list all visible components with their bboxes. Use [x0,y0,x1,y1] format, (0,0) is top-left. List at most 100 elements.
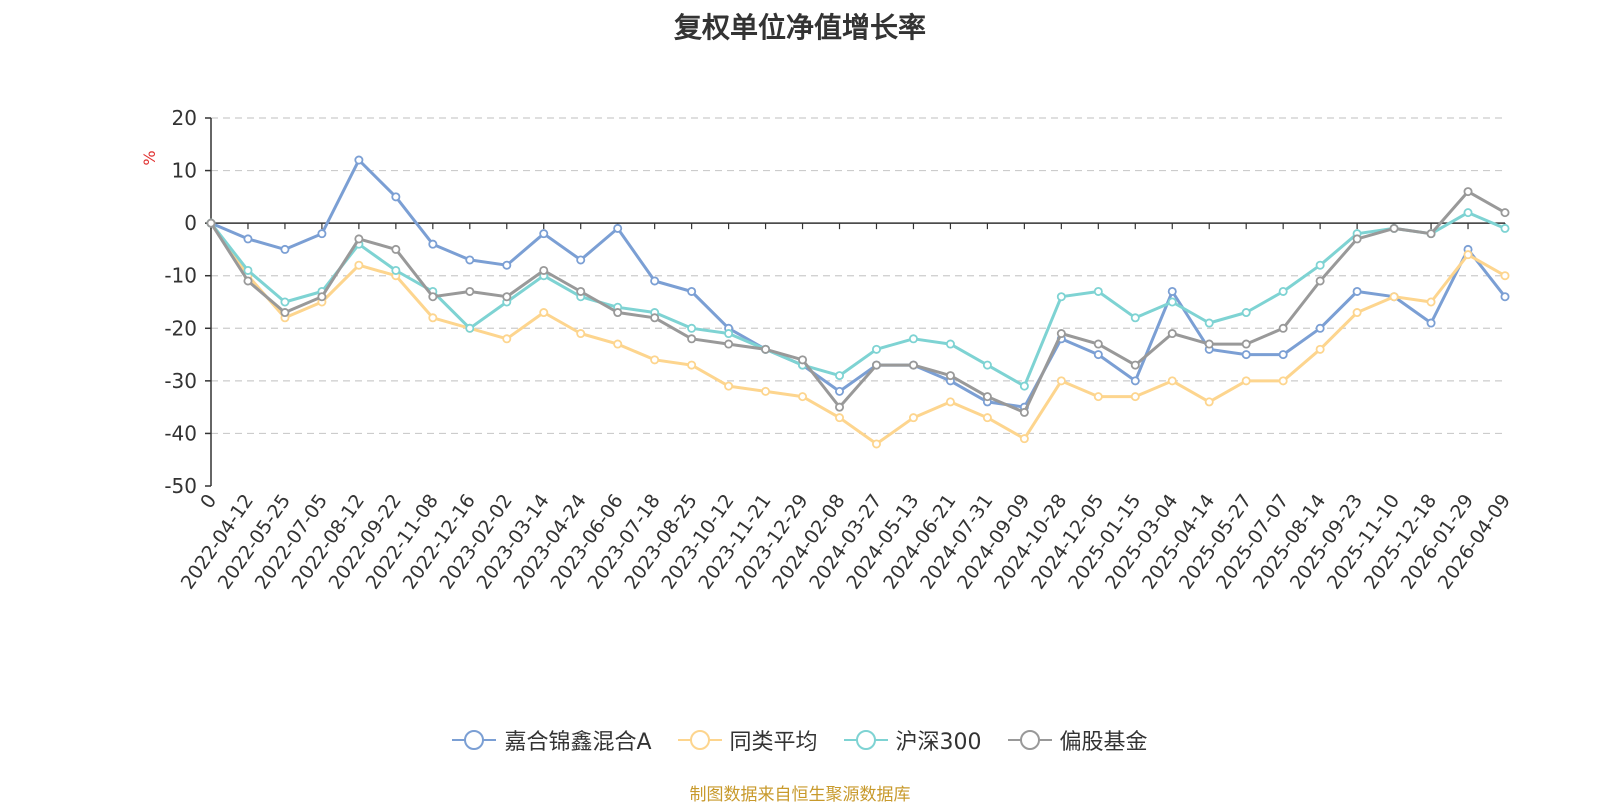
legend-item-fund[interactable]: 嘉合锦鑫混合A [452,724,652,756]
data-point [613,339,623,349]
y-tick-label: -20 [164,316,197,340]
data-point [1241,339,1251,349]
data-point [317,229,327,239]
data-point [724,329,734,339]
data-point [1278,376,1288,386]
data-point [1463,187,1473,197]
data-point [1315,323,1325,333]
data-point [982,413,992,423]
data-point [908,334,918,344]
legend-marker-icon [452,727,497,753]
data-point [835,371,845,381]
legend: 嘉合锦鑫混合A 同类平均 沪深300 偏股基金 [0,724,1600,756]
data-point [798,392,808,402]
data-point [354,234,364,244]
data-point [1500,223,1510,233]
data-point [1315,344,1325,354]
x-tick-label: 0 [196,490,221,513]
data-point [871,344,881,354]
data-point [280,308,290,318]
data-point [650,276,660,286]
data-point [613,223,623,233]
data-point [1463,208,1473,218]
data-point [982,360,992,370]
data-point [539,308,549,318]
data-point [761,386,771,396]
data-point [835,402,845,412]
data-point [1167,329,1177,339]
data-point [428,239,438,249]
data-point [576,286,586,296]
data-point [1500,292,1510,302]
data-point [871,360,881,370]
data-point [835,386,845,396]
data-point [502,292,512,302]
data-point [1167,297,1177,307]
y-unit-label: % [140,150,159,165]
data-point [502,334,512,344]
data-point [613,308,623,318]
data-point [1352,308,1362,318]
data-point [1278,323,1288,333]
data-point [908,360,918,370]
data-point [576,255,586,265]
data-point [1019,407,1029,417]
data-point [1426,297,1436,307]
series-line-0 [209,158,1507,409]
data-point [1278,350,1288,360]
series-line-2 [209,211,1507,388]
data-point [391,192,401,202]
legend-item-csi300[interactable]: 沪深300 [843,724,982,756]
legend-marker-icon [843,727,888,753]
y-tick-label: -10 [164,264,197,288]
data-point [724,339,734,349]
data-point [206,218,216,228]
data-point [1056,329,1066,339]
legend-item-equity-fund[interactable]: 偏股基金 [1007,724,1148,756]
data-point [1500,208,1510,218]
data-point [243,265,253,275]
data-point [1204,397,1214,407]
data-point [908,413,918,423]
source-note: 制图数据来自恒生聚源数据库 [689,785,911,805]
data-point [945,339,955,349]
data-point [1241,376,1251,386]
data-point [1389,292,1399,302]
legend-label: 沪深300 [895,730,982,755]
chart-title: 复权单位净值增长率 [673,11,926,44]
legend-label: 嘉合锦鑫混合A [504,730,652,755]
data-point [1019,434,1029,444]
data-point [1241,350,1251,360]
data-point [354,155,364,165]
data-point [1315,276,1325,286]
data-point [1093,392,1103,402]
data-point [502,260,512,270]
data-point [724,381,734,391]
y-tick-label: 10 [172,159,197,183]
data-point [650,355,660,365]
legend-marker-icon [1007,727,1052,753]
data-point [1241,308,1251,318]
data-point [945,371,955,381]
data-point [687,334,697,344]
legend-item-category-average[interactable]: 同类平均 [677,724,818,756]
data-point [687,360,697,370]
data-point [761,344,771,354]
data-point [871,439,881,449]
y-tick-label: 20 [172,106,197,130]
series-line-3 [209,190,1507,414]
data-point [1093,339,1103,349]
y-tick-label: 0 [184,211,197,235]
data-point [687,323,697,333]
line-chart: 20100-10-20-30-40-50%02022-04-122022-05-… [140,106,1515,593]
data-point [576,329,586,339]
data-point [280,297,290,307]
data-point [1130,313,1140,323]
data-point [835,413,845,423]
data-point [354,260,364,270]
legend-marker-icon [677,727,722,753]
data-point [1056,376,1066,386]
data-point [465,255,475,265]
data-point [1426,229,1436,239]
data-point [1463,250,1473,260]
